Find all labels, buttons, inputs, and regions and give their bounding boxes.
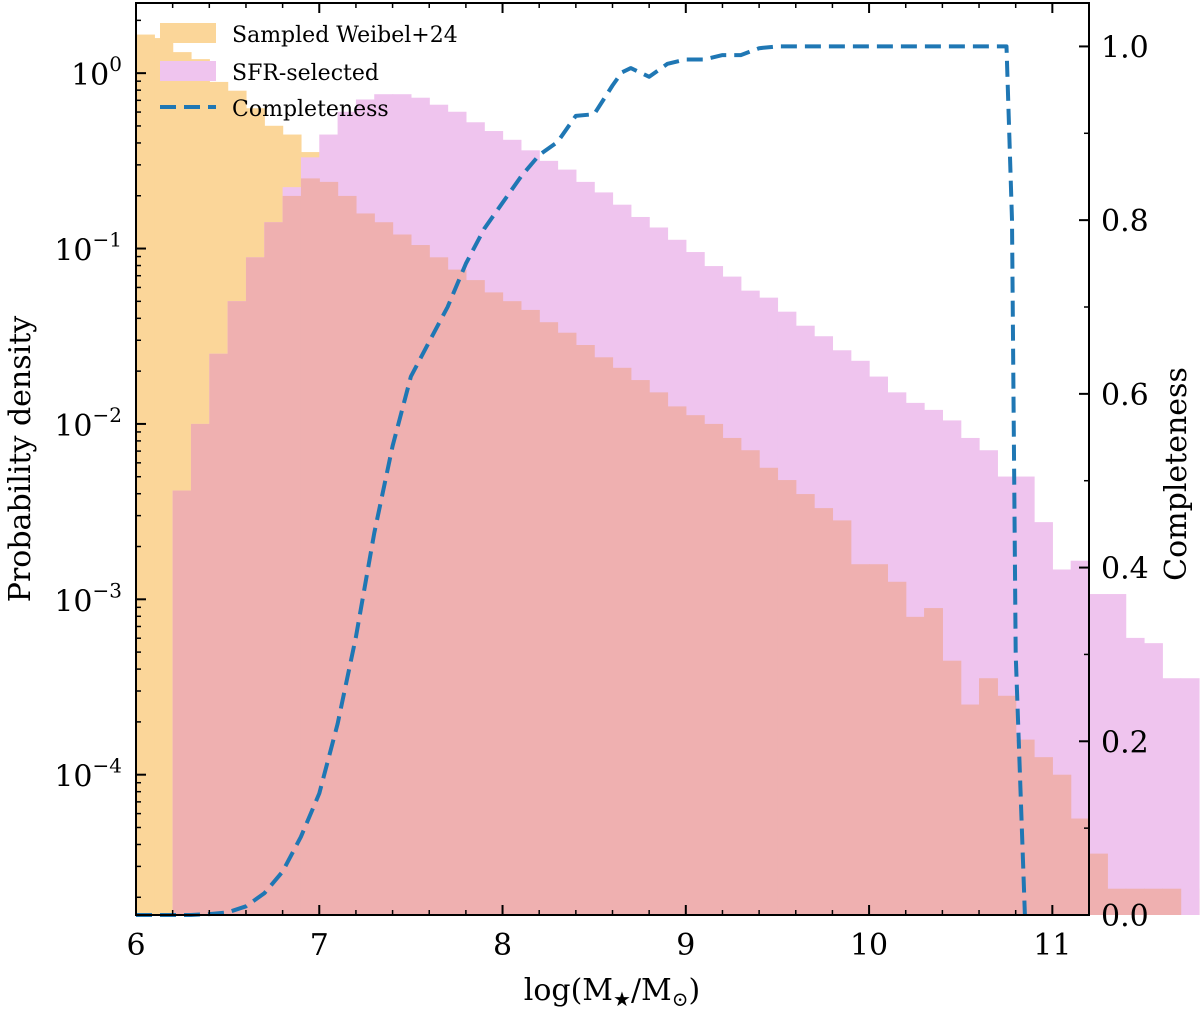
bar (502, 301, 522, 916)
bar (1162, 888, 1182, 915)
x-tick-label: 7 (310, 928, 329, 963)
histogram-bars (136, 34, 1200, 916)
bar (429, 257, 449, 915)
bar (667, 406, 687, 915)
y-tick-label-right: 0.2 (1101, 725, 1149, 760)
y-tick-label-right: 0.4 (1101, 552, 1149, 587)
y-tick-label-right: 1.0 (1101, 30, 1149, 65)
y-axis-label-left: Probability density (3, 316, 38, 603)
y-tick-label-right: 0.6 (1101, 378, 1149, 413)
bar (245, 257, 265, 915)
bar (924, 608, 943, 915)
bar (539, 322, 559, 915)
x-tick-label: 6 (126, 928, 145, 963)
bar (649, 392, 669, 915)
x-tick-label: 8 (493, 928, 512, 963)
bar (630, 380, 650, 916)
bar (190, 423, 210, 915)
bar (905, 616, 925, 915)
bar (814, 508, 834, 915)
bar (1162, 678, 1182, 915)
bar (355, 213, 375, 915)
bar (685, 415, 705, 915)
x-axis-label: log(M★/M⊙) (524, 973, 701, 1011)
bar (832, 520, 852, 915)
bar (997, 695, 1017, 915)
bar (172, 490, 192, 915)
legend-swatch-weibel (160, 23, 216, 43)
bar (704, 423, 724, 915)
bar (795, 494, 815, 915)
bar (722, 437, 742, 915)
y-tick-label-right: 0.8 (1101, 204, 1149, 239)
bar (319, 181, 339, 915)
y-axis-label-right: Completeness (1159, 367, 1194, 581)
bar (557, 332, 577, 915)
bar (1125, 888, 1145, 915)
bar (942, 660, 962, 915)
bar (777, 480, 797, 915)
legend-label-weibel: Sampled Weibel+24 (232, 23, 458, 48)
bar (154, 38, 174, 916)
bar (300, 178, 320, 915)
legend: Sampled Weibel+24 SFR-selected Completen… (160, 23, 458, 122)
bar (869, 564, 889, 915)
bar (1070, 818, 1090, 915)
bar (264, 222, 284, 915)
bar (887, 581, 907, 915)
bar (850, 564, 870, 915)
bar (136, 34, 155, 916)
bar (1052, 774, 1072, 915)
legend-label-sfr: SFR-selected (232, 61, 379, 86)
y-tick-label-left: 10−1 (54, 228, 122, 269)
legend-swatch-sfr (160, 61, 216, 81)
x-tick-label: 9 (676, 928, 695, 963)
bar (447, 269, 467, 916)
bar (392, 234, 412, 915)
x-tick-label: 10 (850, 928, 888, 963)
bar (209, 353, 229, 915)
bar (227, 301, 247, 916)
bar (1143, 888, 1163, 915)
bar (594, 357, 614, 915)
bar (612, 367, 632, 915)
completeness-line-layer (136, 44, 1027, 917)
legend-label-completeness: Completeness (232, 97, 389, 122)
bar (337, 195, 357, 915)
bar (282, 195, 302, 915)
bar (960, 704, 980, 915)
bar (1089, 853, 1108, 915)
bar (979, 678, 998, 915)
bar (740, 450, 760, 915)
bar (1034, 757, 1053, 915)
completeness-line (136, 44, 1027, 917)
bar (374, 222, 394, 915)
x-tick-label: 11 (1033, 928, 1071, 963)
bar (1143, 643, 1163, 915)
bar (1089, 594, 1108, 915)
y-tick-label-right: 0.0 (1101, 899, 1149, 934)
bar (520, 309, 540, 915)
bar (465, 280, 485, 916)
bar (484, 292, 504, 915)
bar (1107, 594, 1127, 915)
bar (759, 467, 779, 915)
bar (1180, 678, 1200, 915)
bar (410, 245, 430, 915)
bar (575, 345, 595, 915)
bar (1125, 637, 1145, 915)
bar (1107, 888, 1127, 915)
series-2 (172, 178, 1182, 916)
